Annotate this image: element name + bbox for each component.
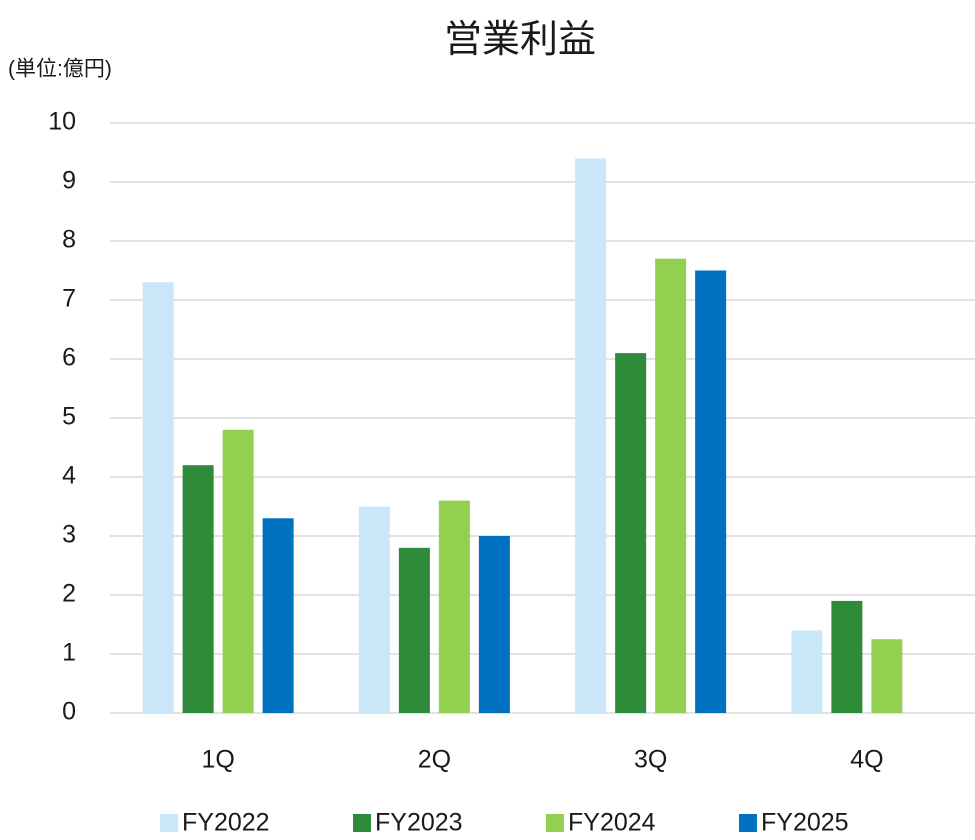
bar: [398, 547, 430, 713]
bar: [575, 158, 607, 713]
y-tick-label: 3: [62, 521, 76, 549]
y-tick-label: 6: [62, 344, 76, 372]
y-tick-label: 10: [48, 108, 76, 136]
y-axis-label: (単位:億円): [8, 58, 112, 81]
x-tick-label: 4Q: [850, 746, 883, 774]
x-tick-label: 2Q: [418, 746, 451, 774]
bar: [791, 630, 823, 713]
bar: [831, 600, 863, 713]
bar: [222, 429, 254, 713]
legend-swatch: [739, 814, 757, 832]
x-tick-label: 1Q: [201, 746, 234, 774]
legend-label: FY2025: [761, 809, 849, 837]
legend-label: FY2022: [182, 809, 270, 837]
y-tick-label: 4: [62, 462, 76, 490]
y-tick-label: 8: [62, 226, 76, 254]
bar: [438, 500, 470, 713]
y-tick-label: 0: [62, 698, 76, 726]
y-tick-label: 5: [62, 403, 76, 431]
bar: [358, 506, 390, 713]
bar: [142, 282, 174, 713]
legend-label: FY2024: [568, 809, 656, 837]
y-tick-label: 9: [62, 167, 76, 195]
y-tick-label: 7: [62, 285, 76, 313]
bar: [262, 518, 294, 713]
bar: [615, 353, 647, 713]
bar: [478, 536, 510, 713]
bar: [655, 258, 687, 713]
x-tick-label: 3Q: [634, 746, 667, 774]
bar: [182, 465, 214, 713]
legend-swatch: [546, 814, 564, 832]
legend-swatch: [353, 814, 371, 832]
y-tick-label: 1: [62, 639, 76, 667]
chart-title: 営業利益: [444, 19, 596, 61]
bar: [871, 639, 903, 713]
legend-swatch: [160, 814, 178, 832]
y-tick-label: 2: [62, 580, 76, 608]
bar: [695, 270, 727, 713]
legend-label: FY2023: [375, 809, 463, 837]
